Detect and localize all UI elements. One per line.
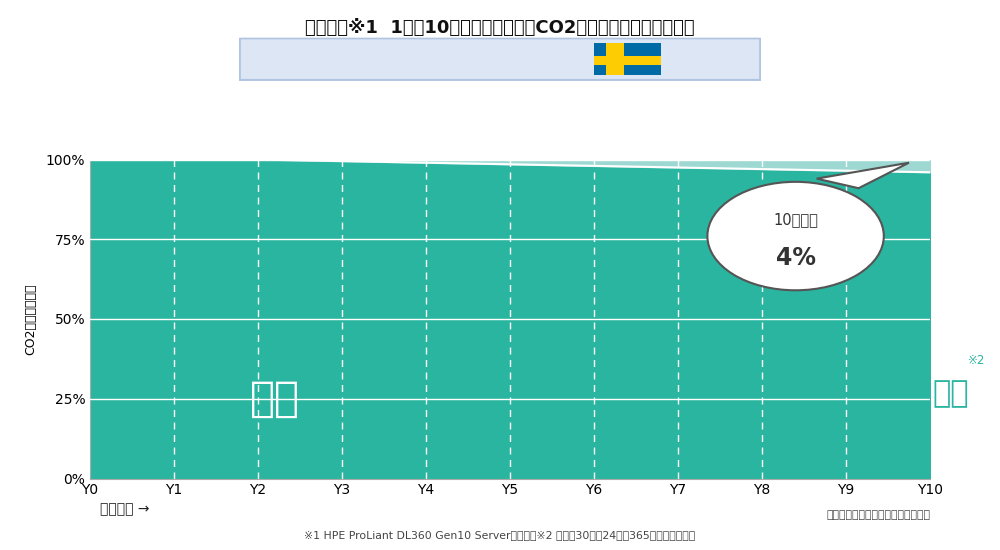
Bar [606,43,624,75]
Text: スウェーデンの場合: スウェーデンの場合 [389,50,486,68]
Text: 10年でも: 10年でも [773,213,818,228]
Y-axis label: CO2排出量の構成: CO2排出量の構成 [24,283,37,355]
Bar [594,56,661,65]
Text: サーバー※1  1台を10年使用した場合のCO2排出量の構成比率の推移: サーバー※1 1台を10年使用した場合のCO2排出量の構成比率の推移 [305,19,695,37]
FancyBboxPatch shape [240,39,760,80]
Ellipse shape [707,182,884,290]
Text: 使用: 使用 [932,379,968,408]
Text: ※2: ※2 [968,354,985,367]
Bar [594,43,661,75]
Text: 製造: 製造 [250,378,300,420]
Polygon shape [817,163,909,188]
Text: 4%: 4% [776,246,816,271]
Text: 使用年数 →: 使用年数 → [100,502,150,516]
Text: 算定：株式会社ウェイストボックス: 算定：株式会社ウェイストボックス [826,510,930,520]
Text: ※1 HPE ProLiant DL360 Gen10 Serverの場合　※2 稼働率30％で24時間365日の運用の場合: ※1 HPE ProLiant DL360 Gen10 Serverの場合 ※2… [304,530,696,540]
